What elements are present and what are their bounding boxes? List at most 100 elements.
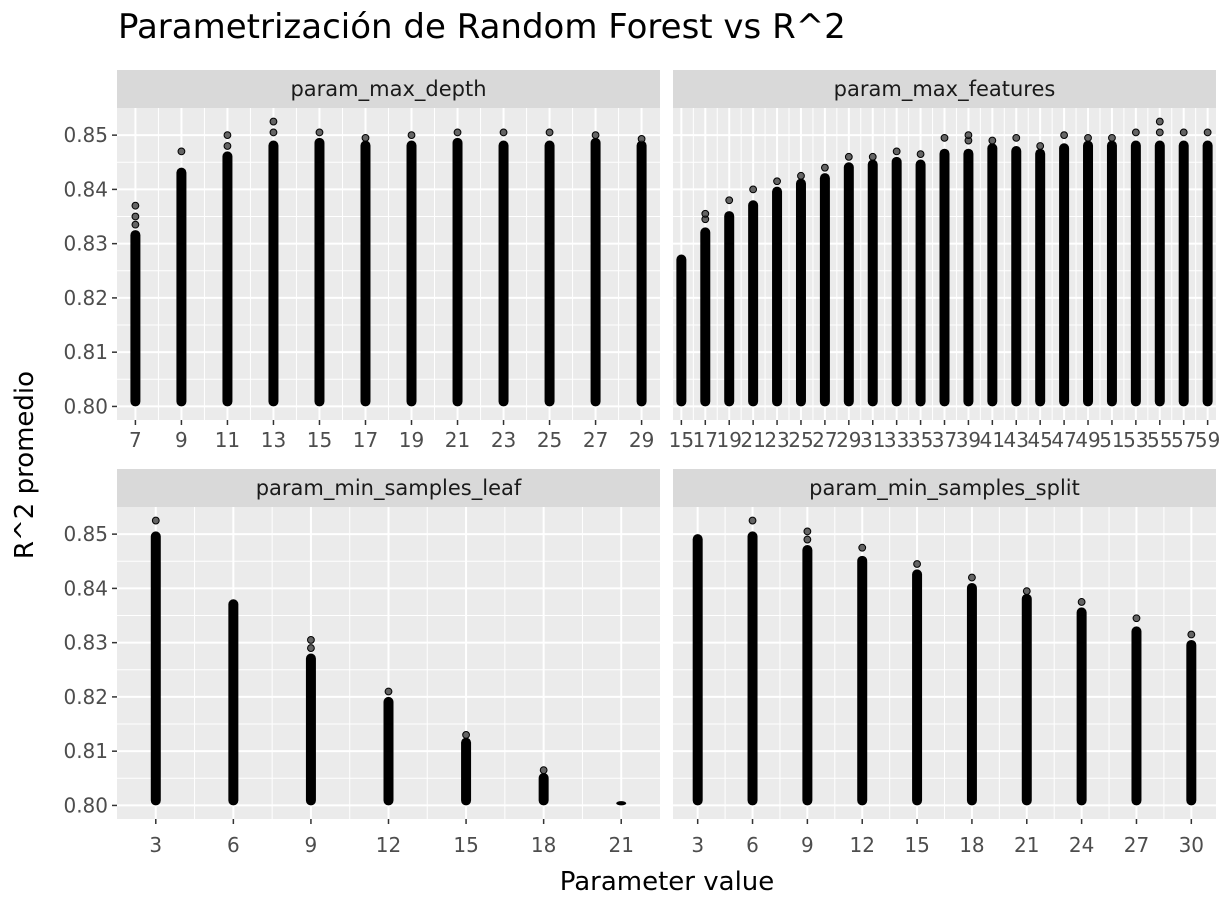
point-column <box>636 140 647 407</box>
point-column <box>700 227 711 407</box>
x-tick-label: 3 <box>149 833 162 857</box>
point-column <box>590 137 601 407</box>
x-tick-label: 17 <box>353 428 378 452</box>
facet-param_max_depth: param_max_depth 0.80 0.81 0.82 0.83 0.84 0.85 7… <box>63 70 660 452</box>
y-tick-label: 0.80 <box>63 793 108 817</box>
point <box>748 516 757 525</box>
point-column <box>843 162 854 407</box>
point <box>844 152 853 161</box>
x-tick-label: 59 <box>1195 428 1220 452</box>
point <box>223 131 232 140</box>
point-column <box>176 167 187 407</box>
point <box>1022 587 1031 596</box>
x-tick-label: 25 <box>788 428 813 452</box>
strip-label: param_min_samples_split <box>809 476 1080 501</box>
x-tick-label: 13 <box>261 428 286 452</box>
point <box>1108 133 1116 142</box>
x-tick-label: 27 <box>1124 833 1149 857</box>
point-column <box>1186 639 1197 806</box>
x-tick-label: 9 <box>801 833 814 857</box>
point <box>1084 133 1092 142</box>
point-column <box>538 772 549 806</box>
point-column <box>461 737 472 806</box>
point-column <box>130 230 141 407</box>
point-column <box>966 582 977 806</box>
point <box>701 209 710 218</box>
x-tick-label: 51 <box>1099 428 1124 452</box>
x-tick-label: 55 <box>1147 428 1172 452</box>
point <box>1155 117 1164 126</box>
facet-param_min_samples_leaf: param_min_samples_leaf 0.80 0.81 0.82 0.83 0.… <box>63 469 660 857</box>
x-tick-label: 43 <box>1004 428 1029 452</box>
x-tick-label: 27 <box>812 428 837 452</box>
point-column <box>676 254 687 407</box>
point-column <box>963 148 974 407</box>
point <box>539 766 548 775</box>
y-tick-label: 0.81 <box>63 340 108 364</box>
point <box>361 133 370 142</box>
x-tick-label: 41 <box>980 428 1005 452</box>
point-column <box>383 696 394 806</box>
facet-param_max_features: param_max_features 1517192123252729313335… <box>669 70 1220 452</box>
x-tick-label: 15 <box>307 428 332 452</box>
x-tick-label: 25 <box>537 428 562 452</box>
y-tick-label: 0.83 <box>63 631 108 655</box>
point <box>1187 630 1196 639</box>
x-tick-label: 19 <box>399 428 424 452</box>
y-tick-label: 0.81 <box>63 739 108 763</box>
x-tick-label: 18 <box>531 833 556 857</box>
point <box>749 185 758 194</box>
x-tick-label: 23 <box>764 428 789 452</box>
point <box>177 147 186 156</box>
facet-grid: param_max_depth 0.80 0.81 0.82 0.83 0.84 0.85 7… <box>63 70 1220 857</box>
y-tick-label: 0.83 <box>63 232 108 256</box>
point-column <box>939 148 950 407</box>
point-column <box>795 178 806 407</box>
point-column <box>1083 140 1094 407</box>
point <box>1131 128 1140 137</box>
point-column <box>912 569 923 806</box>
point <box>892 147 901 156</box>
y-tick-label: 0.84 <box>63 177 108 201</box>
strip-label: param_max_features <box>834 77 1056 102</box>
x-tick-label: 24 <box>1069 833 1094 857</box>
x-tick-label: 6 <box>227 833 240 857</box>
point <box>269 128 278 137</box>
point <box>1012 133 1021 142</box>
point <box>968 573 976 582</box>
point <box>453 128 462 137</box>
x-tick-label: 7 <box>129 428 142 452</box>
point-column <box>819 173 830 407</box>
strip-label: param_max_depth <box>290 77 486 102</box>
x-tick-label: 15 <box>904 833 929 857</box>
point-column <box>748 200 759 407</box>
point-column <box>747 531 758 806</box>
x-tick-label: 17 <box>693 428 718 452</box>
point <box>964 131 973 140</box>
point <box>545 128 554 137</box>
point <box>858 543 867 552</box>
point <box>797 171 805 180</box>
y-tick-label: 0.82 <box>63 286 108 310</box>
point-column <box>360 140 371 407</box>
point <box>916 150 925 159</box>
point <box>315 128 324 137</box>
x-tick-label: 18 <box>959 833 984 857</box>
point-column <box>452 137 463 407</box>
x-tick-label: 30 <box>1179 833 1204 857</box>
x-tick-label: 15 <box>669 428 694 452</box>
point <box>384 687 393 696</box>
y-tick-label: 0.85 <box>63 522 108 546</box>
point-column <box>1021 593 1032 806</box>
point <box>1077 598 1086 606</box>
point-column <box>314 137 325 407</box>
y-axis-title: R^2 promedio <box>10 371 40 559</box>
point-column <box>268 140 279 407</box>
point <box>462 730 470 739</box>
point-column <box>1035 148 1046 407</box>
x-tick-label: 57 <box>1171 428 1196 452</box>
point <box>773 177 781 186</box>
point-column <box>915 159 926 407</box>
strip-background <box>117 469 660 507</box>
point-column <box>1076 607 1087 806</box>
